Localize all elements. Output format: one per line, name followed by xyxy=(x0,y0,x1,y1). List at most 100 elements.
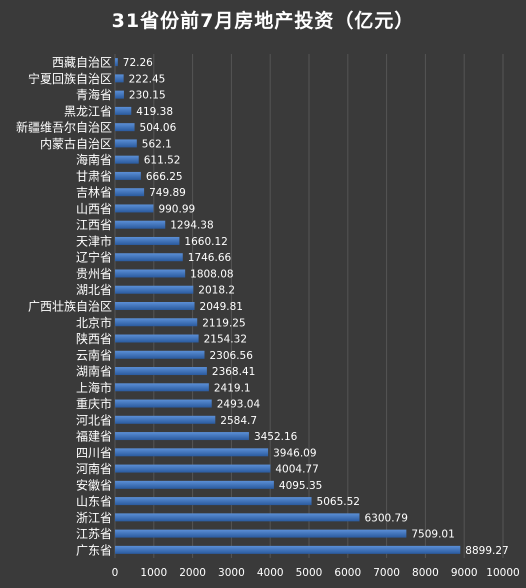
value-label: 611.52 xyxy=(144,155,181,167)
x-tick-label: 9000 xyxy=(451,567,478,579)
bar xyxy=(115,204,154,213)
value-label: 6300.79 xyxy=(364,512,407,524)
bar xyxy=(115,350,205,359)
bars xyxy=(115,58,461,554)
bar xyxy=(115,367,207,376)
bar xyxy=(115,74,124,83)
bar xyxy=(115,188,145,197)
value-label: 666.25 xyxy=(146,171,183,183)
bar xyxy=(115,106,132,115)
value-label: 4004.77 xyxy=(275,464,318,476)
category-label: 福建省 xyxy=(76,429,112,444)
value-label: 2368.41 xyxy=(212,366,255,378)
value-label: 2154.32 xyxy=(204,334,247,346)
category-label: 贵州省 xyxy=(76,267,112,281)
bar xyxy=(115,123,135,132)
category-label: 辽宁省 xyxy=(76,250,112,265)
value-label: 1294.38 xyxy=(170,220,213,232)
value-label: 4095.35 xyxy=(279,480,322,492)
category-label: 北京市 xyxy=(76,315,112,330)
value-label: 990.99 xyxy=(158,203,195,215)
category-label: 湖北省 xyxy=(76,282,112,297)
value-label: 72.26 xyxy=(123,57,153,69)
category-label: 上海市 xyxy=(76,380,112,395)
value-label: 3946.09 xyxy=(273,447,316,459)
bar xyxy=(115,236,180,245)
bar xyxy=(115,383,209,392)
value-label: 3452.16 xyxy=(254,431,298,443)
x-tick-label: 5000 xyxy=(296,567,323,579)
category-label: 云南省 xyxy=(76,347,112,362)
bar xyxy=(115,545,461,554)
x-tick-label: 4000 xyxy=(257,567,284,579)
bar xyxy=(115,285,194,294)
category-labels: 西藏自治区宁夏回族自治区青海省黑龙江省新疆维吾尔自治区内蒙古自治区海南省甘肃省吉… xyxy=(16,56,112,558)
bar xyxy=(115,464,271,473)
value-label: 749.89 xyxy=(149,187,186,199)
category-label: 广东省 xyxy=(76,543,112,557)
category-label: 湖南省 xyxy=(76,364,112,379)
value-label: 504.06 xyxy=(140,122,177,134)
category-label: 安徽省 xyxy=(76,477,112,492)
category-label: 山西省 xyxy=(76,202,112,216)
category-label: 江西省 xyxy=(76,218,112,232)
value-label: 7509.01 xyxy=(411,529,454,541)
bar xyxy=(115,58,118,67)
value-labels: 72.26 222.45 230.15 419.38 504.06 562.1 611.52… xyxy=(123,57,509,557)
category-label: 重庆市 xyxy=(76,396,112,411)
bar xyxy=(115,432,249,441)
x-tick-label: 7000 xyxy=(373,567,400,579)
category-label: 江苏省 xyxy=(76,527,112,541)
category-label: 四川省 xyxy=(76,446,112,460)
value-label: 8899.27 xyxy=(465,545,508,557)
value-label: 2119.25 xyxy=(202,317,245,329)
x-tick-label: 3000 xyxy=(218,567,245,579)
bar xyxy=(115,448,269,457)
x-tick-label: 10000 xyxy=(486,567,519,579)
category-label: 宁夏回族自治区 xyxy=(28,71,112,86)
value-label: 230.15 xyxy=(129,90,166,102)
value-label: 2584.7 xyxy=(220,415,257,427)
bar xyxy=(115,171,141,180)
category-label: 新疆维吾尔自治区 xyxy=(16,120,112,135)
x-tick-label: 8000 xyxy=(412,567,439,579)
bar xyxy=(115,399,212,408)
bar xyxy=(115,253,183,262)
category-label: 山东省 xyxy=(76,495,112,509)
category-label: 广西壮族自治区 xyxy=(28,300,112,314)
category-label: 黑龙江省 xyxy=(64,104,112,118)
x-tick-label: 1000 xyxy=(140,567,167,579)
bar xyxy=(115,480,274,489)
category-label: 河北省 xyxy=(76,413,112,427)
value-label: 419.38 xyxy=(136,106,173,118)
value-label: 562.1 xyxy=(142,138,172,150)
bar xyxy=(115,139,137,148)
value-label: 1808.08 xyxy=(190,268,233,280)
value-label: 1746.66 xyxy=(188,252,232,264)
x-tick-label: 2000 xyxy=(179,567,206,579)
bar xyxy=(115,318,198,327)
bar xyxy=(115,497,312,506)
bar xyxy=(115,513,360,522)
x-tick-label: 6000 xyxy=(334,567,361,579)
value-label: 2049.81 xyxy=(200,301,243,313)
x-tick-label: 0 xyxy=(112,567,119,579)
bar xyxy=(115,269,186,278)
category-label: 海南省 xyxy=(76,152,112,167)
value-label: 222.45 xyxy=(129,73,166,85)
category-label: 西藏自治区 xyxy=(52,56,112,70)
bar xyxy=(115,302,195,310)
value-label: 5065.52 xyxy=(317,496,360,508)
bar xyxy=(115,90,124,99)
category-label: 天津市 xyxy=(76,233,112,248)
category-label: 甘肃省 xyxy=(76,169,112,183)
category-label: 青海省 xyxy=(76,87,112,102)
category-label: 内蒙古自治区 xyxy=(40,136,112,151)
bar xyxy=(115,334,199,343)
chart-title: 31省份前7月房地产投资（亿元） xyxy=(111,10,415,32)
x-axis-ticks: 0 1000 2000 3000 4000 5000 6000 7000 8000 9000 100… xyxy=(112,567,520,579)
value-label: 2306.56 xyxy=(209,350,253,362)
value-label: 2018.2 xyxy=(198,285,235,297)
